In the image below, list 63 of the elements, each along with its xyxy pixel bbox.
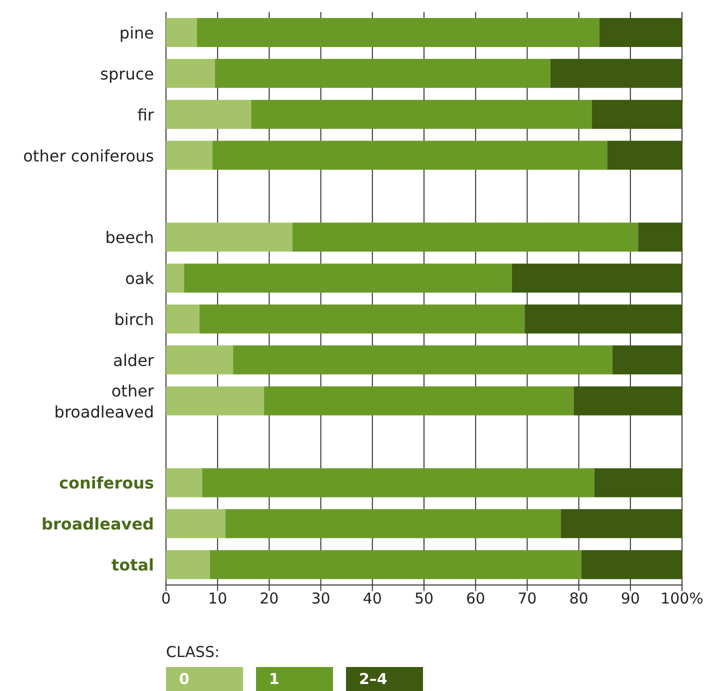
text: 2–4: [346, 667, 423, 691]
x-tick-label: 80: [569, 590, 588, 608]
bar: [581, 550, 682, 580]
bar: [166, 140, 212, 170]
text: 0: [166, 667, 243, 691]
y-tick-label: pine: [119, 22, 154, 42]
y-tick-label: birch: [114, 309, 154, 328]
x-tick-label: 50: [414, 590, 434, 608]
y-tick-label: fir: [137, 104, 154, 124]
bar: [599, 18, 682, 47]
bar: [166, 468, 202, 498]
bar: [574, 386, 682, 416]
bar: [560, 509, 682, 538]
bar: [200, 304, 525, 334]
bar: [202, 468, 594, 498]
x-tick-label: 30: [311, 590, 330, 608]
y-tick-label: other broadleaved: [54, 380, 154, 421]
bar: [166, 264, 184, 293]
bar: [166, 386, 264, 416]
x-tick-label: 60: [466, 590, 486, 608]
bar: [166, 18, 197, 47]
bar: [592, 100, 682, 129]
bar: [184, 264, 512, 293]
bar: [264, 386, 574, 416]
bar: [594, 468, 682, 498]
x-tick-label: 0: [161, 590, 171, 608]
bar: [512, 264, 682, 293]
bar: [550, 58, 682, 88]
bar: [210, 550, 582, 580]
y-tick-label: spruce: [100, 64, 154, 83]
y-tick-label: oak: [125, 268, 155, 288]
x-tick-label: 100%: [660, 590, 704, 608]
x-tick-label: 90: [620, 590, 640, 608]
bar: [215, 58, 550, 88]
bar: [612, 345, 682, 374]
bar: [233, 345, 612, 374]
bar: [166, 100, 252, 129]
y-tick-label: other coniferous: [23, 146, 154, 165]
bar: [607, 140, 682, 170]
text: 1: [256, 667, 333, 691]
y-tick-label: broadleaved: [42, 514, 154, 534]
bar: [166, 304, 200, 334]
bar: [166, 509, 226, 538]
bar: [166, 222, 292, 252]
bar: [166, 550, 210, 580]
bar: [212, 140, 608, 170]
y-tick-label: coniferous: [59, 473, 154, 492]
x-tick-label: 40: [362, 590, 382, 608]
bar: [638, 222, 682, 252]
x-tick-label: 70: [518, 590, 537, 608]
x-tick-label: 10: [208, 590, 228, 608]
bar: [225, 509, 561, 538]
y-tick-label: beech: [105, 228, 154, 247]
bar: [166, 58, 216, 88]
y-tick-label: total: [111, 555, 154, 574]
bar: [251, 100, 592, 129]
legend-title: CLASS:: [166, 643, 221, 661]
bar: [166, 345, 234, 374]
bar: [196, 18, 600, 47]
bar: [524, 304, 682, 334]
bar: [292, 222, 638, 252]
x-tick-label: 20: [260, 590, 279, 608]
y-tick-label: alder: [113, 350, 154, 370]
